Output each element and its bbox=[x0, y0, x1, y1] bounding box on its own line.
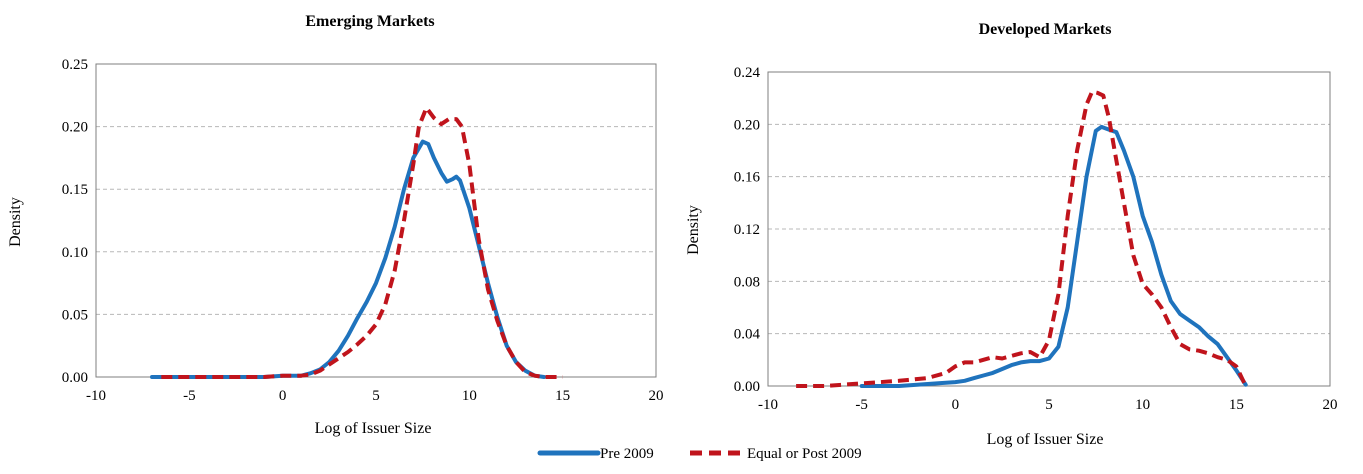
y-tick-label: 0.25 bbox=[62, 57, 88, 73]
series-line-pre-2009 bbox=[150, 139, 546, 379]
x-tick-label: 20 bbox=[1323, 397, 1338, 413]
chart-title: Emerging Markets bbox=[305, 13, 434, 30]
x-tick-label: -5 bbox=[855, 397, 868, 413]
plot-frame bbox=[95, 63, 657, 378]
x-tick-label: 20 bbox=[649, 388, 664, 404]
x-tick-label: 15 bbox=[555, 388, 570, 404]
y-tick-label: 0.12 bbox=[734, 222, 760, 238]
y-tick-label: 0.08 bbox=[734, 274, 760, 290]
x-tick-label: -10 bbox=[758, 397, 778, 413]
x-tick-label: 5 bbox=[372, 388, 380, 404]
y-tick-label: 0.10 bbox=[62, 245, 88, 261]
x-tick-label: -10 bbox=[86, 388, 106, 404]
x-tick-label: 0 bbox=[279, 388, 287, 404]
y-tick-label: 0.04 bbox=[734, 327, 761, 343]
x-tick-label: -5 bbox=[183, 388, 196, 404]
y-tick-label: 0.20 bbox=[734, 117, 760, 133]
chart-developed-markets: Developed Markets Density Log of Issuer … bbox=[685, 21, 1338, 448]
y-tick-label: 0.24 bbox=[734, 65, 761, 81]
y-tick-label: 0.16 bbox=[734, 170, 761, 186]
series-line-post-2009 bbox=[161, 105, 563, 379]
x-tick-label: 0 bbox=[952, 397, 960, 413]
chart-emerging-markets: Emerging Markets Density Log of Issuer S… bbox=[7, 13, 664, 437]
series-line-post-2009 bbox=[796, 89, 1248, 388]
series-line-pre-2009 bbox=[859, 124, 1248, 388]
y-tick-label: 0.00 bbox=[734, 379, 760, 395]
x-tick-label: 15 bbox=[1229, 397, 1244, 413]
y-tick-label: 0.00 bbox=[62, 370, 88, 386]
x-tick-label: 10 bbox=[462, 388, 477, 404]
x-tick-label: 10 bbox=[1135, 397, 1150, 413]
y-tick-label: 0.15 bbox=[62, 182, 88, 198]
chart-title: Developed Markets bbox=[979, 21, 1112, 38]
plot-frame bbox=[767, 71, 1331, 387]
y-axis-label: Density bbox=[685, 205, 702, 255]
y-tick-label: 0.20 bbox=[62, 120, 88, 136]
legend: Pre 2009 Equal or Post 2009 bbox=[537, 446, 862, 462]
legend-label-post-2009: Equal or Post 2009 bbox=[747, 446, 862, 462]
legend-label-pre-2009: Pre 2009 bbox=[600, 446, 654, 462]
x-axis-label: Log of Issuer Size bbox=[315, 420, 432, 437]
x-axis-label: Log of Issuer Size bbox=[987, 431, 1104, 448]
y-axis-label: Density bbox=[7, 197, 24, 247]
x-tick-label: 5 bbox=[1045, 397, 1053, 413]
y-tick-label: 0.05 bbox=[62, 307, 88, 323]
